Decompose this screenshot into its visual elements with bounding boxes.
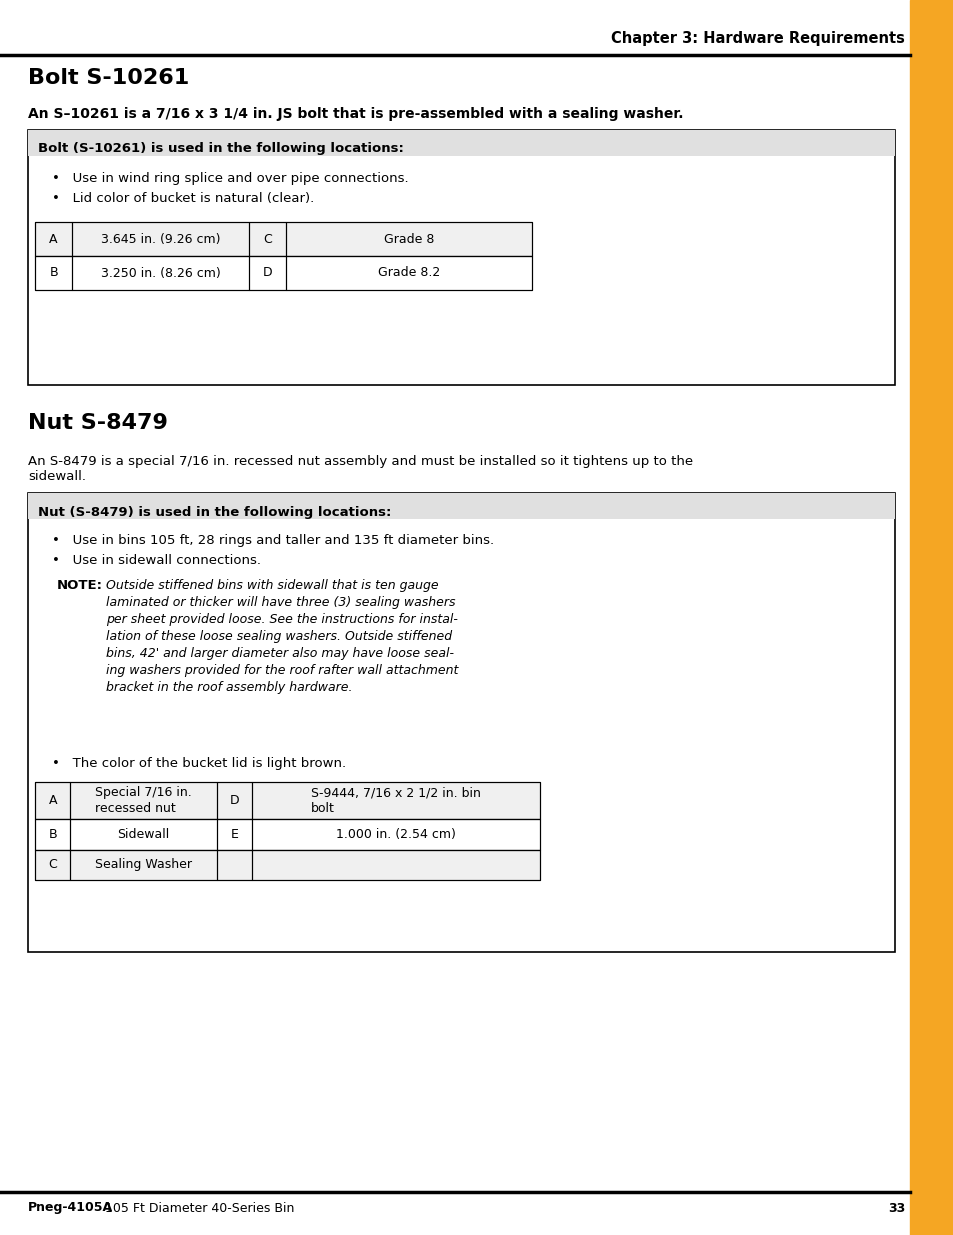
Text: Nut (S-8479) is used in the following locations:: Nut (S-8479) is used in the following lo…: [37, 506, 391, 519]
Text: Bolt S-10261: Bolt S-10261: [28, 68, 189, 88]
Bar: [28, 130, 894, 385]
Bar: [252, 850, 539, 881]
Text: C: C: [49, 858, 57, 872]
Bar: [71, 782, 216, 819]
Text: Sealing Washer: Sealing Washer: [95, 858, 192, 872]
Text: 1.000 in. (2.54 cm): 1.000 in. (2.54 cm): [335, 827, 456, 841]
Bar: [28, 130, 894, 156]
Text: C: C: [263, 232, 272, 246]
Text: NOTE:: NOTE:: [56, 579, 103, 592]
Bar: [35, 850, 539, 881]
Text: 105 Ft Diameter 40-Series Bin: 105 Ft Diameter 40-Series Bin: [101, 1202, 294, 1214]
Bar: [909, 0, 953, 1235]
Text: E: E: [231, 827, 238, 841]
Bar: [286, 256, 532, 290]
Text: D: D: [262, 267, 272, 279]
Bar: [35, 819, 71, 850]
Text: Outside stiffened bins with sidewall that is ten gauge
laminated or thicker will: Outside stiffened bins with sidewall tha…: [106, 579, 458, 694]
Text: Sidewall: Sidewall: [117, 827, 170, 841]
Bar: [249, 222, 286, 256]
Bar: [216, 782, 252, 819]
Bar: [35, 222, 532, 256]
Text: Nut S-8479: Nut S-8479: [28, 412, 168, 433]
Text: B: B: [50, 267, 58, 279]
Bar: [71, 850, 216, 881]
Text: Special 7/16 in.
recessed nut: Special 7/16 in. recessed nut: [95, 787, 192, 815]
Text: A: A: [50, 232, 58, 246]
Text: B: B: [49, 827, 57, 841]
Text: 3.250 in. (8.26 cm): 3.250 in. (8.26 cm): [100, 267, 220, 279]
Text: 33: 33: [887, 1202, 904, 1214]
Bar: [35, 850, 71, 881]
Bar: [252, 782, 539, 819]
Text: •   Use in bins 105 ft, 28 rings and taller and 135 ft diameter bins.: • Use in bins 105 ft, 28 rings and talle…: [51, 534, 494, 547]
Bar: [72, 256, 249, 290]
Bar: [35, 819, 539, 850]
Text: •   Lid color of bucket is natural (clear).: • Lid color of bucket is natural (clear)…: [51, 191, 314, 205]
Bar: [286, 222, 532, 256]
Text: D: D: [230, 794, 239, 808]
Bar: [252, 819, 539, 850]
Text: Bolt (S-10261) is used in the following locations:: Bolt (S-10261) is used in the following …: [37, 142, 403, 156]
Bar: [35, 256, 72, 290]
Text: A: A: [49, 794, 57, 808]
Bar: [72, 222, 249, 256]
Text: Chapter 3: Hardware Requirements: Chapter 3: Hardware Requirements: [611, 31, 904, 46]
Text: Pneg-4105A: Pneg-4105A: [28, 1202, 113, 1214]
Text: •   Use in wind ring splice and over pipe connections.: • Use in wind ring splice and over pipe …: [51, 172, 408, 185]
Bar: [35, 782, 539, 819]
Bar: [28, 493, 894, 952]
Text: An S–10261 is a 7/16 x 3 1/4 in. JS bolt that is pre-assembled with a sealing wa: An S–10261 is a 7/16 x 3 1/4 in. JS bolt…: [28, 107, 682, 121]
Text: Grade 8.2: Grade 8.2: [377, 267, 439, 279]
Bar: [35, 782, 71, 819]
Bar: [35, 256, 532, 290]
Bar: [71, 819, 216, 850]
Text: Grade 8: Grade 8: [383, 232, 434, 246]
Bar: [35, 222, 72, 256]
Text: •   The color of the bucket lid is light brown.: • The color of the bucket lid is light b…: [51, 757, 346, 769]
Bar: [28, 493, 894, 519]
Bar: [249, 256, 286, 290]
Bar: [216, 819, 252, 850]
Bar: [216, 850, 252, 881]
Text: •   Use in sidewall connections.: • Use in sidewall connections.: [51, 555, 260, 567]
Text: 3.645 in. (9.26 cm): 3.645 in. (9.26 cm): [101, 232, 220, 246]
Text: An S-8479 is a special 7/16 in. recessed nut assembly and must be installed so i: An S-8479 is a special 7/16 in. recessed…: [28, 454, 693, 483]
Text: S-9444, 7/16 x 2 1/2 in. bin
bolt: S-9444, 7/16 x 2 1/2 in. bin bolt: [311, 787, 480, 815]
